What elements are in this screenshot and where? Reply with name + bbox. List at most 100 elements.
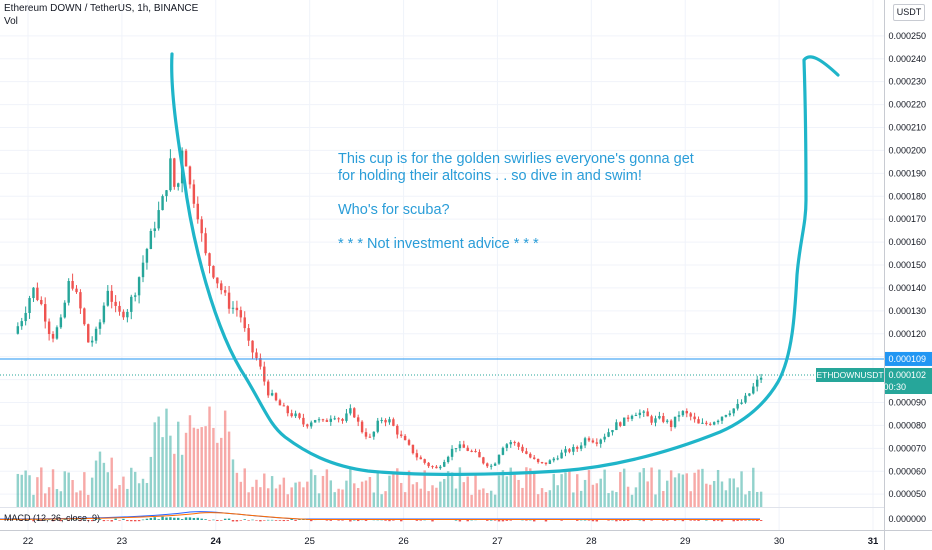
candle-body [642, 411, 645, 413]
macd-bar [544, 520, 548, 522]
x-tick-label: 25 [304, 536, 315, 547]
candle-body [122, 311, 125, 318]
volume-bar [286, 494, 289, 507]
candle-body [529, 453, 532, 458]
candle-body [724, 415, 728, 417]
volume-bar [446, 471, 450, 507]
candle-body [177, 183, 180, 187]
volume-bar [415, 482, 419, 507]
macd-bar [415, 520, 419, 521]
volume-bar [470, 494, 473, 507]
macd-bar [270, 519, 274, 521]
candle-body [435, 466, 438, 469]
macd-bar [59, 520, 63, 522]
macd-bar [529, 519, 532, 521]
x-tick-label: 22 [23, 536, 34, 547]
volume-bar [564, 472, 567, 507]
volume-bar [439, 481, 442, 507]
macd-bar [673, 520, 677, 521]
macd-bar [286, 520, 289, 521]
volume-bar [24, 470, 27, 507]
volume-bar [353, 483, 356, 507]
volume-bar [533, 471, 536, 507]
volume-bar [90, 477, 94, 507]
y-tick-label: 0.000200 [888, 145, 926, 155]
volume-bar [603, 469, 606, 507]
candle-body [235, 307, 239, 311]
volume-bar [396, 468, 399, 507]
volume-bar [568, 469, 571, 507]
volume-bar [220, 437, 223, 507]
candle-body [673, 416, 677, 428]
candle-body [220, 283, 223, 291]
candle-body [161, 196, 164, 211]
macd-bar [32, 520, 35, 522]
macd-bar [712, 520, 716, 522]
macd-bar [251, 519, 254, 521]
macd-bar [501, 520, 505, 522]
candle-body [560, 452, 563, 459]
macd-bar [689, 520, 692, 521]
macd-bar [349, 520, 352, 522]
candles [16, 147, 763, 470]
currency-button[interactable]: USDT [893, 4, 925, 21]
candle-body [16, 326, 20, 334]
candle-body [118, 305, 121, 312]
candle-body [525, 451, 528, 454]
macd-bar [493, 520, 497, 521]
candle-body [427, 462, 430, 467]
macd-bar [67, 520, 70, 521]
candle-body [380, 420, 383, 422]
candle-body [360, 421, 364, 433]
candle-body [20, 321, 23, 327]
macd-label: MACD (12, 26, close, 9) [4, 513, 101, 523]
macd-bar [212, 519, 215, 521]
volume-bar [482, 488, 485, 507]
candle-body [521, 446, 524, 452]
volume-bar [173, 453, 176, 507]
candle-body [759, 377, 763, 380]
countdown-text: 00:30 [883, 382, 906, 392]
macd-bar [638, 519, 642, 521]
volume-bar [673, 477, 677, 507]
volume-bar [149, 456, 153, 507]
candle-body [223, 290, 227, 293]
candle-body [333, 418, 336, 420]
macd-bar [681, 520, 685, 522]
volume-bar [161, 437, 164, 507]
volume-bar [525, 467, 528, 507]
macd-bar [149, 517, 153, 520]
volume-bar [130, 467, 133, 507]
macd-bar [595, 520, 599, 522]
candle-body [251, 340, 254, 353]
candle-body [615, 422, 618, 431]
macd-bar [90, 520, 94, 522]
volume-bar [466, 476, 469, 507]
volume-bar [204, 426, 207, 507]
macd-bar [505, 520, 509, 521]
candle-body [55, 327, 59, 339]
cup-drawing [170, 52, 840, 476]
macd-bar [196, 517, 199, 520]
candle-body [478, 452, 481, 458]
macd-bar [79, 520, 82, 522]
macd-bar [356, 520, 360, 522]
candle-body [313, 420, 317, 423]
candle-body [384, 420, 387, 423]
candle-body [130, 296, 133, 312]
x-tick-label: 24 [210, 536, 221, 547]
macd-bar [184, 517, 188, 520]
macd-bar [173, 517, 176, 520]
macd-bar [384, 520, 387, 521]
volume-bar [32, 494, 35, 507]
volume-bar [364, 480, 368, 507]
x-tick-label: 31 [868, 536, 879, 547]
y-tick-label: 0.000080 [888, 420, 926, 430]
volume-bar [223, 410, 227, 507]
candle-body [517, 442, 520, 447]
volume-bar [595, 483, 599, 507]
y-tick-label: 0.000210 [888, 123, 926, 133]
candle-body [579, 445, 583, 449]
candle-body [399, 434, 403, 436]
volume-bar [349, 467, 352, 507]
